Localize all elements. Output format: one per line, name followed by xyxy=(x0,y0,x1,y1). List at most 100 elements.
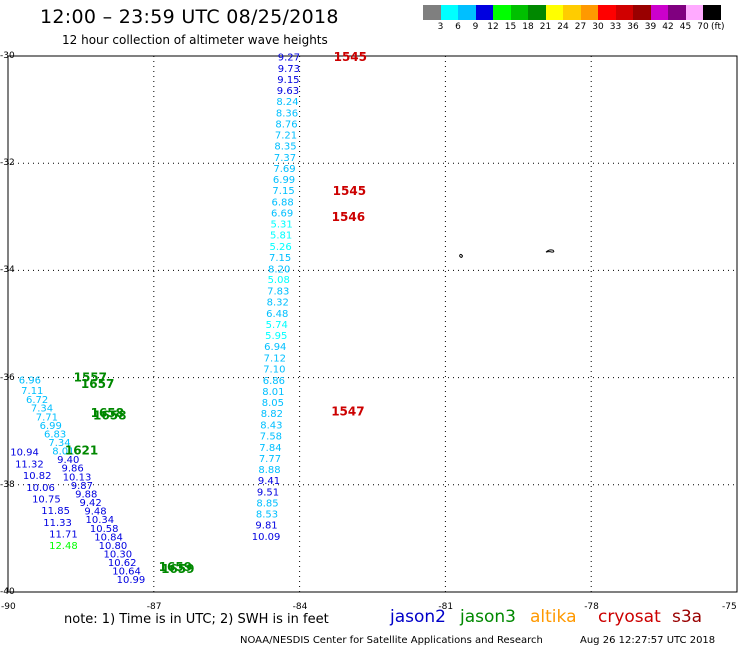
colorbar-label: 24 xyxy=(557,22,569,32)
pass-time-label: 1659 xyxy=(161,562,194,576)
pass-time-label: 1658 xyxy=(91,406,124,420)
colorbar-swatch xyxy=(493,5,511,20)
wave-height-label: 10.64 xyxy=(112,567,141,578)
wave-height-label: 11.33 xyxy=(43,518,72,529)
colorbar-label: 39 xyxy=(644,22,657,32)
pass-time-label: 1659 xyxy=(159,560,192,574)
y-tick-label: -34 xyxy=(0,265,15,276)
wave-height-label: 7.77 xyxy=(259,454,281,465)
colorbar-swatch xyxy=(528,5,546,20)
pass-time-label: 1557 xyxy=(74,371,107,385)
wave-height-label: 6.69 xyxy=(271,209,293,220)
wave-height-label: 6.96 xyxy=(19,375,41,386)
wave-height-label: 10.34 xyxy=(86,515,115,526)
wave-height-label: 10.75 xyxy=(32,494,61,505)
wave-height-label: 10.80 xyxy=(99,541,128,552)
wave-height-label: 7.71 xyxy=(36,412,58,423)
wave-height-label: 10.13 xyxy=(63,472,92,483)
colorbar-label: 6 xyxy=(455,22,461,32)
wave-height-label: 5.74 xyxy=(266,320,288,331)
wave-height-label: 8.76 xyxy=(275,120,297,131)
x-tick-label: -90 xyxy=(1,602,16,612)
colorbar-swatch xyxy=(458,5,476,20)
wave-height-label: 9.86 xyxy=(62,464,84,475)
wave-height-label: 6.88 xyxy=(271,197,293,208)
wave-height-label: 9.88 xyxy=(75,489,97,500)
colorbar-label: 36 xyxy=(627,22,639,32)
wave-height-label: 7.69 xyxy=(273,164,295,175)
wave-height-label: 7.83 xyxy=(267,286,289,297)
colorbar-label: 15 xyxy=(504,22,517,32)
colorbar-label: 21 xyxy=(539,22,552,32)
pass-time-label: 1545 xyxy=(333,184,366,198)
legend-item-cryosat: cryosat xyxy=(598,607,661,627)
wave-height-label: 10.06 xyxy=(26,483,55,494)
colorbar-label: 70 xyxy=(697,22,709,32)
wave-height-label: 8.01 xyxy=(262,387,284,398)
wave-height-label: 10.62 xyxy=(108,558,137,569)
wave-height-label: 7.37 xyxy=(274,153,296,164)
wave-height-label: 9.15 xyxy=(277,75,299,86)
wave-height-label: 5.26 xyxy=(270,242,292,253)
pass-time-label: 1547 xyxy=(331,404,364,418)
timestamp: Aug 26 12:27:57 UTC 2018 xyxy=(580,635,716,646)
wave-height-label: 7.34 xyxy=(31,404,53,415)
colorbar-swatch xyxy=(650,5,668,20)
wave-height-label: 8.88 xyxy=(258,465,280,476)
wave-height-label: 6.94 xyxy=(264,342,286,353)
colorbar-swatch xyxy=(510,5,528,20)
x-tick-label: -78 xyxy=(584,602,599,612)
wave-height-label: 8.20 xyxy=(268,264,290,275)
wave-height-label: 8.35 xyxy=(274,142,296,153)
wave-height-label: 8.43 xyxy=(260,420,282,431)
colorbar-label: 30 xyxy=(592,22,604,32)
legend-item-jason3: jason3 xyxy=(460,607,516,627)
x-tick-label: -87 xyxy=(146,602,162,612)
wave-height-label: 7.21 xyxy=(275,130,297,141)
wave-height-label: 6.99 xyxy=(40,421,62,432)
wave-height-label: 5.95 xyxy=(265,331,287,342)
wave-height-label: 7.11 xyxy=(21,386,43,397)
colorbar-swatch xyxy=(545,5,563,20)
pass-time-label: 1545 xyxy=(334,50,367,64)
wave-height-label: 8.82 xyxy=(261,409,283,420)
wave-height-label: 7.58 xyxy=(260,432,282,443)
colorbar-label: 27 xyxy=(574,22,587,32)
wave-height-label: 9.40 xyxy=(57,455,79,466)
wave-height-label: 5.08 xyxy=(268,275,290,286)
pass-time-label: 1658 xyxy=(93,409,126,423)
wave-height-label: 10.09 xyxy=(252,532,281,543)
wave-height-label: 12.48 xyxy=(49,541,78,552)
wave-height-label: 8.36 xyxy=(276,108,298,119)
wave-height-label: 6.99 xyxy=(273,175,295,186)
wave-height-label: 6.83 xyxy=(44,429,66,440)
wave-height-label: 7.34 xyxy=(48,438,70,449)
y-tick-label: -32 xyxy=(0,158,15,169)
wave-height-label: 9.87 xyxy=(71,481,93,492)
wave-height-label: 10.58 xyxy=(90,524,119,535)
wave-height-label: 11.32 xyxy=(15,459,44,470)
wave-height-label: 9.48 xyxy=(84,507,106,518)
pass-time-label: 1621 xyxy=(65,444,98,458)
colorbar-label: 42 xyxy=(662,22,674,32)
wave-height-label: 10.94 xyxy=(10,448,39,459)
colorbar-swatch xyxy=(598,5,616,20)
colorbar-swatch xyxy=(668,5,686,20)
wave-height-label: 10.30 xyxy=(104,549,133,560)
wave-height-label: 7.15 xyxy=(269,253,291,264)
legend-item-altika: altika xyxy=(530,607,577,627)
wave-height-label: 9.81 xyxy=(255,521,277,532)
y-tick-label: -38 xyxy=(0,479,15,490)
wave-height-label: 11.85 xyxy=(41,506,70,517)
colorbar-label: 18 xyxy=(522,22,534,32)
legend-item-s3a: s3a xyxy=(672,607,703,627)
colorbar-swatch xyxy=(685,5,703,20)
wave-height-label: 9.42 xyxy=(79,498,101,509)
wave-height-label: 6.72 xyxy=(26,395,48,406)
footer-note: note: 1) Time is in UTC; 2) SWH is in fe… xyxy=(64,612,329,627)
x-tick-label: -81 xyxy=(438,602,454,612)
legend-item-jason2: jason2 xyxy=(390,607,446,627)
chart-title: 12:00 – 23:59 UTC 08/25/2018 xyxy=(40,6,339,28)
wave-height-label: 7.12 xyxy=(264,353,286,364)
